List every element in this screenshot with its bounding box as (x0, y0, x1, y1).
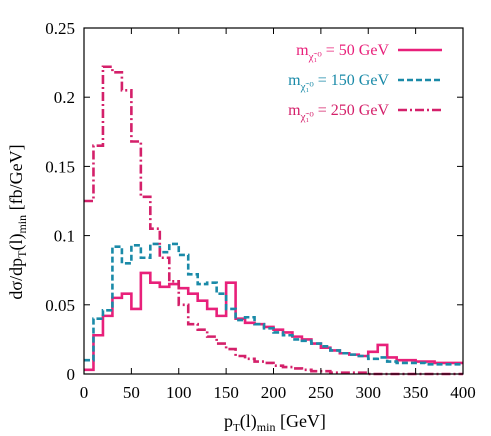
series-line-2 (84, 65, 463, 376)
x-tick-label: 350 (403, 383, 429, 402)
y-tick-labels: 0 0.05 0.1 0.15 0.2 0.25 (45, 19, 75, 384)
y-tick-label: 0.1 (54, 227, 75, 246)
x-tick-label: 300 (356, 383, 382, 402)
x-tick-labels: 0 50 100 150 200 250 300 350 400 (80, 383, 476, 402)
y-tick-label: 0.15 (45, 157, 75, 176)
plot-frame (83, 27, 464, 375)
series-line-1 (84, 242, 463, 366)
x-tick-label: 400 (450, 383, 476, 402)
legend-label: mχ̃₁⁰ = 250 GeV (288, 102, 389, 123)
x-tick-label: 150 (213, 383, 239, 402)
y-tick-label: 0.2 (54, 88, 75, 107)
x-tick-label: 50 (123, 383, 140, 402)
series-layer (84, 65, 463, 376)
y-tick-label: 0.05 (45, 296, 75, 315)
x-tick-label: 0 (80, 383, 89, 402)
legend-item-2: mχ̃₁⁰ = 250 GeV (288, 102, 442, 123)
legend-label: mχ̃₁⁰ = 50 GeV (296, 42, 389, 63)
legend-item-0: mχ̃₁⁰ = 50 GeV (296, 42, 442, 63)
series-line-0 (84, 271, 463, 372)
x-axis-title: pT(l)min [GeV] (224, 411, 326, 434)
y-tick-label: 0.25 (45, 19, 75, 38)
legend-item-1: mχ̃₁⁰ = 150 GeV (288, 72, 442, 93)
x-tick-label: 200 (261, 383, 287, 402)
ticks-layer (83, 27, 464, 375)
y-axis-title: dσ/dpT(l)min [fb/GeV] (6, 144, 29, 299)
legend: mχ̃₁⁰ = 50 GeV mχ̃₁⁰ = 150 GeV mχ̃₁⁰ = 250… (288, 42, 442, 123)
x-tick-label: 100 (166, 383, 192, 402)
legend-label: mχ̃₁⁰ = 150 GeV (288, 72, 389, 93)
x-tick-label: 250 (308, 383, 334, 402)
y-tick-label: 0 (67, 365, 76, 384)
